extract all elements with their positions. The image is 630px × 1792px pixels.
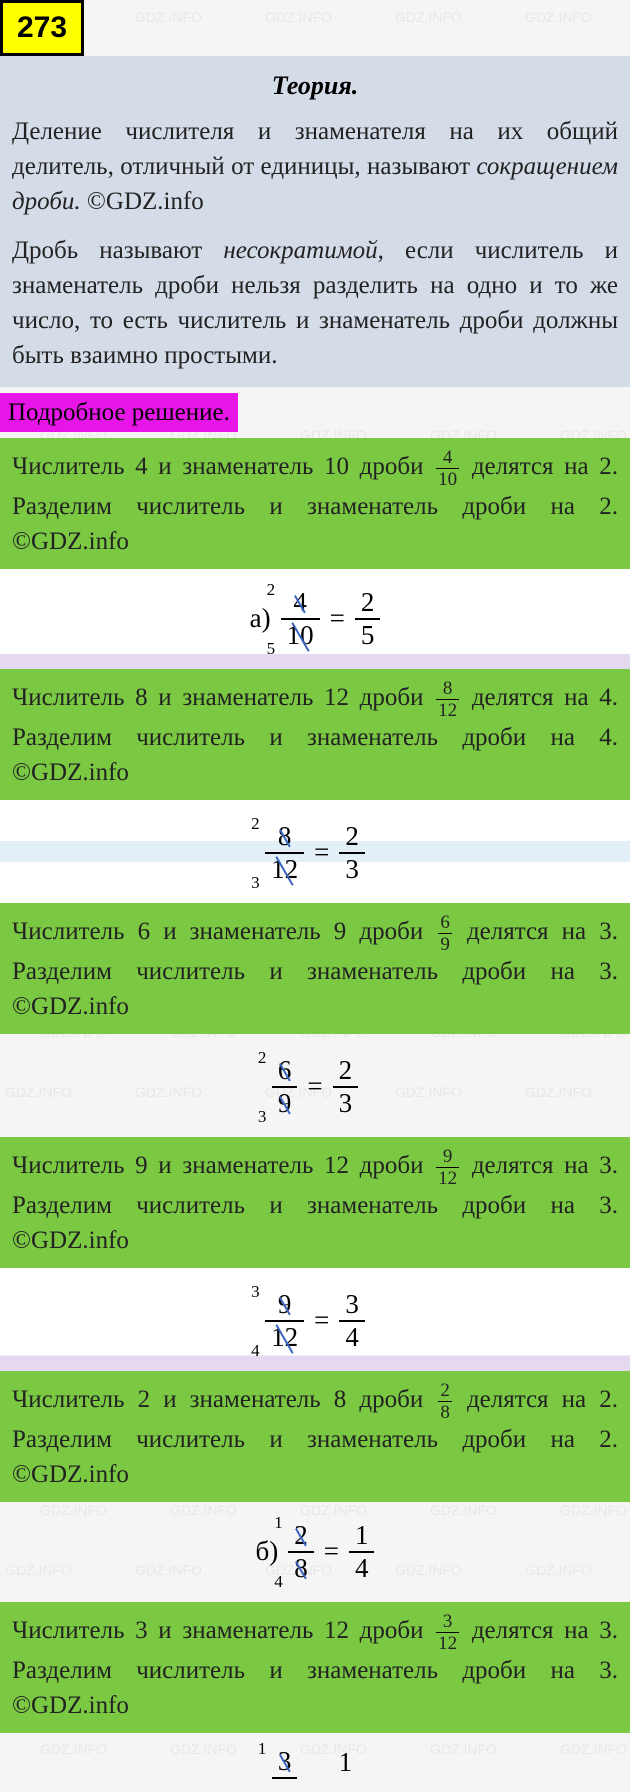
- inline-fraction: 410: [436, 448, 459, 489]
- equals-sign: =: [310, 834, 333, 872]
- equation-row: 2693=23: [0, 1034, 630, 1137]
- text: Дробь называют: [12, 237, 223, 264]
- equals-sign: =: [310, 1302, 333, 1340]
- text: ©GDZ.info: [81, 188, 204, 215]
- explanation-block: Числитель 3 и знаменатель 12 дроби 312 д…: [0, 1602, 630, 1733]
- text: Числитель 2 и знаменатель 8 дроби: [12, 1387, 436, 1414]
- explanation-block: Числитель 2 и знаменатель 8 дроби 28 дел…: [0, 1371, 630, 1502]
- equals-sign: =: [320, 1533, 343, 1571]
- inline-fraction: 28: [438, 1381, 452, 1422]
- explanation-block: Числитель 4 и знаменатель 10 дроби 410 д…: [0, 438, 630, 569]
- inline-fraction: 812: [436, 679, 459, 720]
- theory-paragraph-1: Деление числителя и знаменателя на их об…: [12, 114, 618, 219]
- inline-fraction: 69: [438, 913, 452, 954]
- solution-heading: Подробное решение.: [0, 393, 238, 432]
- theory-title: Теория.: [12, 62, 618, 114]
- explanation-block: Числитель 9 и знаменатель 12 дроби 912 д…: [0, 1137, 630, 1268]
- cancelled-fraction: 2693: [272, 1055, 298, 1119]
- theory-section: Теория. Деление числителя и знаменателя …: [0, 56, 630, 387]
- explanation-block: Числитель 8 и знаменатель 12 дроби 812 д…: [0, 669, 630, 800]
- text: Числитель 6 и знаменатель 9 дроби: [12, 919, 436, 946]
- result-fraction: 23: [333, 1055, 359, 1119]
- inline-fraction: 912: [436, 1147, 459, 1188]
- result-fraction: 25: [355, 587, 381, 651]
- item-letter: б): [256, 1533, 279, 1571]
- theory-paragraph-2: Дробь называют несократимой, если числит…: [12, 233, 618, 373]
- result-fraction: 23: [339, 821, 365, 885]
- item-letter: а): [250, 600, 271, 638]
- result-fraction: 34: [339, 1289, 365, 1353]
- cancelled-fraction: 39124: [265, 1289, 304, 1353]
- cancelled-fraction: 28123: [265, 821, 304, 885]
- cancelled-fraction: 24105: [281, 587, 320, 651]
- equation-row: 28123=23: [0, 800, 630, 903]
- problem-number-badge: 273: [0, 0, 84, 56]
- cancelled-fraction: 1284: [288, 1520, 314, 1584]
- equation-row: 39124=34: [0, 1268, 630, 1371]
- equals-sign: =: [303, 1068, 326, 1106]
- italic-term: несократимой: [223, 237, 377, 264]
- explanation-block: Числитель 6 и знаменатель 9 дроби 69 дел…: [0, 903, 630, 1034]
- text: Числитель 8 и знаменатель 12 дроби: [12, 685, 434, 712]
- text: Числитель 9 и знаменатель 12 дроби: [12, 1153, 434, 1180]
- equation-row: б) 1284=14: [0, 1502, 630, 1602]
- text: Числитель 4 и знаменатель 10 дроби: [12, 454, 434, 481]
- result-fraction: 14: [349, 1520, 375, 1584]
- inline-fraction: 312: [436, 1612, 459, 1653]
- equals-sign: =: [326, 600, 349, 638]
- text: Числитель 3 и знаменатель 12 дроби: [12, 1618, 434, 1645]
- equation-row: а) 24105=25: [0, 569, 630, 669]
- equation-row: 13=1: [0, 1733, 630, 1781]
